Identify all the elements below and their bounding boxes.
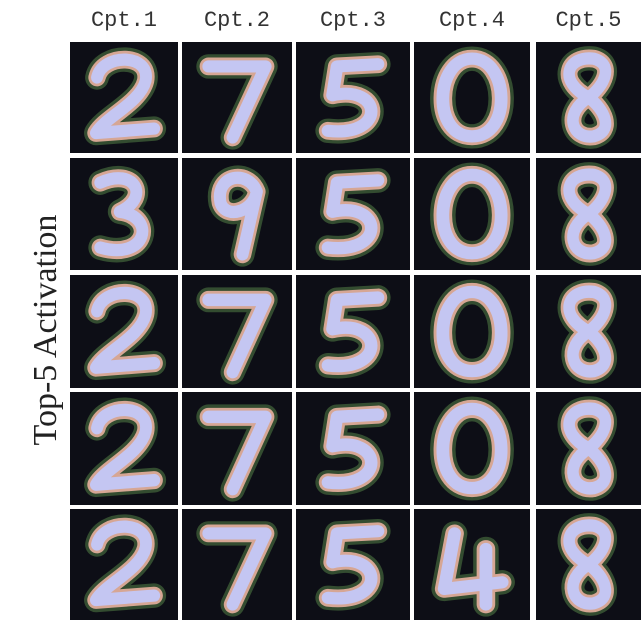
activation-image <box>414 509 530 620</box>
activation-image <box>296 509 410 620</box>
activation-image <box>414 42 530 153</box>
activation-image <box>414 392 530 505</box>
digit <box>328 415 378 483</box>
column-header: Cpt.5 <box>555 8 621 33</box>
column-header: Cpt.2 <box>204 8 270 33</box>
digit <box>569 175 605 254</box>
activation-image <box>182 158 292 270</box>
activation-image <box>182 42 292 153</box>
activation-image <box>536 275 641 388</box>
activation-image <box>296 392 410 505</box>
activation-image <box>296 275 410 388</box>
image-grid <box>70 42 641 620</box>
activation-image <box>70 392 178 505</box>
activation-image <box>536 42 641 153</box>
activation-image <box>70 158 178 270</box>
activation-image <box>296 158 410 270</box>
activation-image <box>536 392 641 505</box>
digit <box>328 64 378 131</box>
column-headers: Cpt.1 Cpt.2 Cpt.3 Cpt.4 Cpt.5 <box>91 8 622 33</box>
activation-image <box>414 158 530 270</box>
figure: Cpt.1 Cpt.2 Cpt.3 Cpt.4 Cpt.5 Top-5 Activati… <box>0 0 641 620</box>
digit <box>328 531 378 598</box>
digit <box>569 409 605 489</box>
digit <box>569 292 605 372</box>
digit <box>569 58 605 136</box>
row-label: Top-5 Activation <box>27 215 64 446</box>
column-header: Cpt.3 <box>320 8 386 33</box>
activation-image <box>70 42 178 153</box>
activation-image <box>182 392 292 505</box>
activation-image <box>536 158 641 270</box>
activation-image <box>182 509 292 620</box>
digit <box>569 525 605 603</box>
digit <box>328 180 378 248</box>
activation-image <box>182 275 292 388</box>
activation-image <box>414 275 530 388</box>
digit <box>328 298 378 366</box>
column-header: Cpt.4 <box>439 8 505 33</box>
activation-image <box>536 509 641 620</box>
image-background <box>414 509 530 620</box>
activation-image <box>296 42 410 153</box>
column-header: Cpt.1 <box>91 8 157 33</box>
activation-image <box>70 509 178 620</box>
activation-image <box>70 275 178 388</box>
